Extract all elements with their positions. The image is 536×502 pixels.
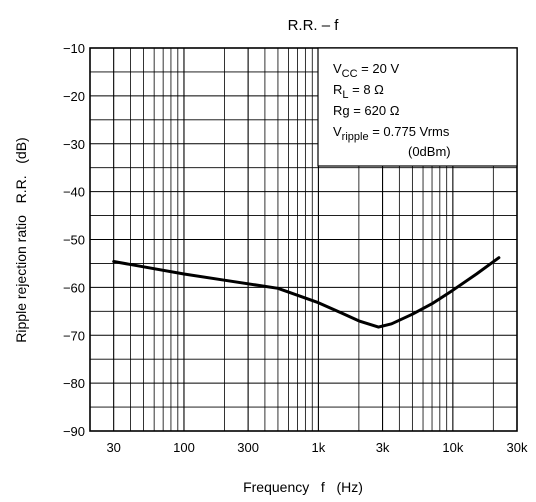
chart-title: R.R. – f (288, 17, 340, 34)
plot-frame (89, 47, 518, 432)
y-tick-label: −50 (63, 233, 85, 248)
x-tick-label: 1k (312, 440, 326, 455)
legend-rg: Rg = 620 Ω (333, 103, 400, 118)
x-tick-label: 100 (173, 440, 195, 455)
y-tick-labels: −10 −20 −30 −40 −50 −60 −70 −80 −90 (63, 41, 85, 439)
y-tick-label: −10 (63, 41, 85, 56)
y-axis-label: Ripple rejection ratio R.R. (dB) (13, 137, 29, 342)
legend-box: VCC = 20 V RL = 8 Ω Rg = 620 Ω Vripple =… (317, 47, 518, 167)
y-tick-label: −90 (63, 424, 85, 439)
x-tick-label: 30 (106, 440, 120, 455)
x-tick-label: 10k (442, 440, 463, 455)
y-tick-label: −30 (63, 137, 85, 152)
x-axis-label: Frequency f (Hz) (243, 479, 363, 495)
legend-rl: RL = 8 Ω (333, 82, 384, 101)
x-tick-labels: 30 100 300 1k 3k 10k 30k (106, 440, 528, 455)
y-tick-label: −80 (63, 376, 85, 391)
y-tick-label: −70 (63, 328, 85, 343)
y-tick-label: −40 (63, 185, 85, 200)
legend-vcc: VCC = 20 V (333, 61, 399, 80)
series-line-1 (112, 256, 501, 329)
x-tick-label: 300 (237, 440, 259, 455)
x-tick-label: 30k (507, 440, 528, 455)
y-tick-label: −20 (63, 89, 85, 104)
series (112, 256, 501, 329)
x-tick-label: 3k (376, 440, 390, 455)
legend-vripple-note: (0dBm) (408, 144, 451, 159)
legend-vripple: Vripple = 0.775 Vrms (333, 124, 450, 143)
y-tick-label: −60 (63, 280, 85, 295)
